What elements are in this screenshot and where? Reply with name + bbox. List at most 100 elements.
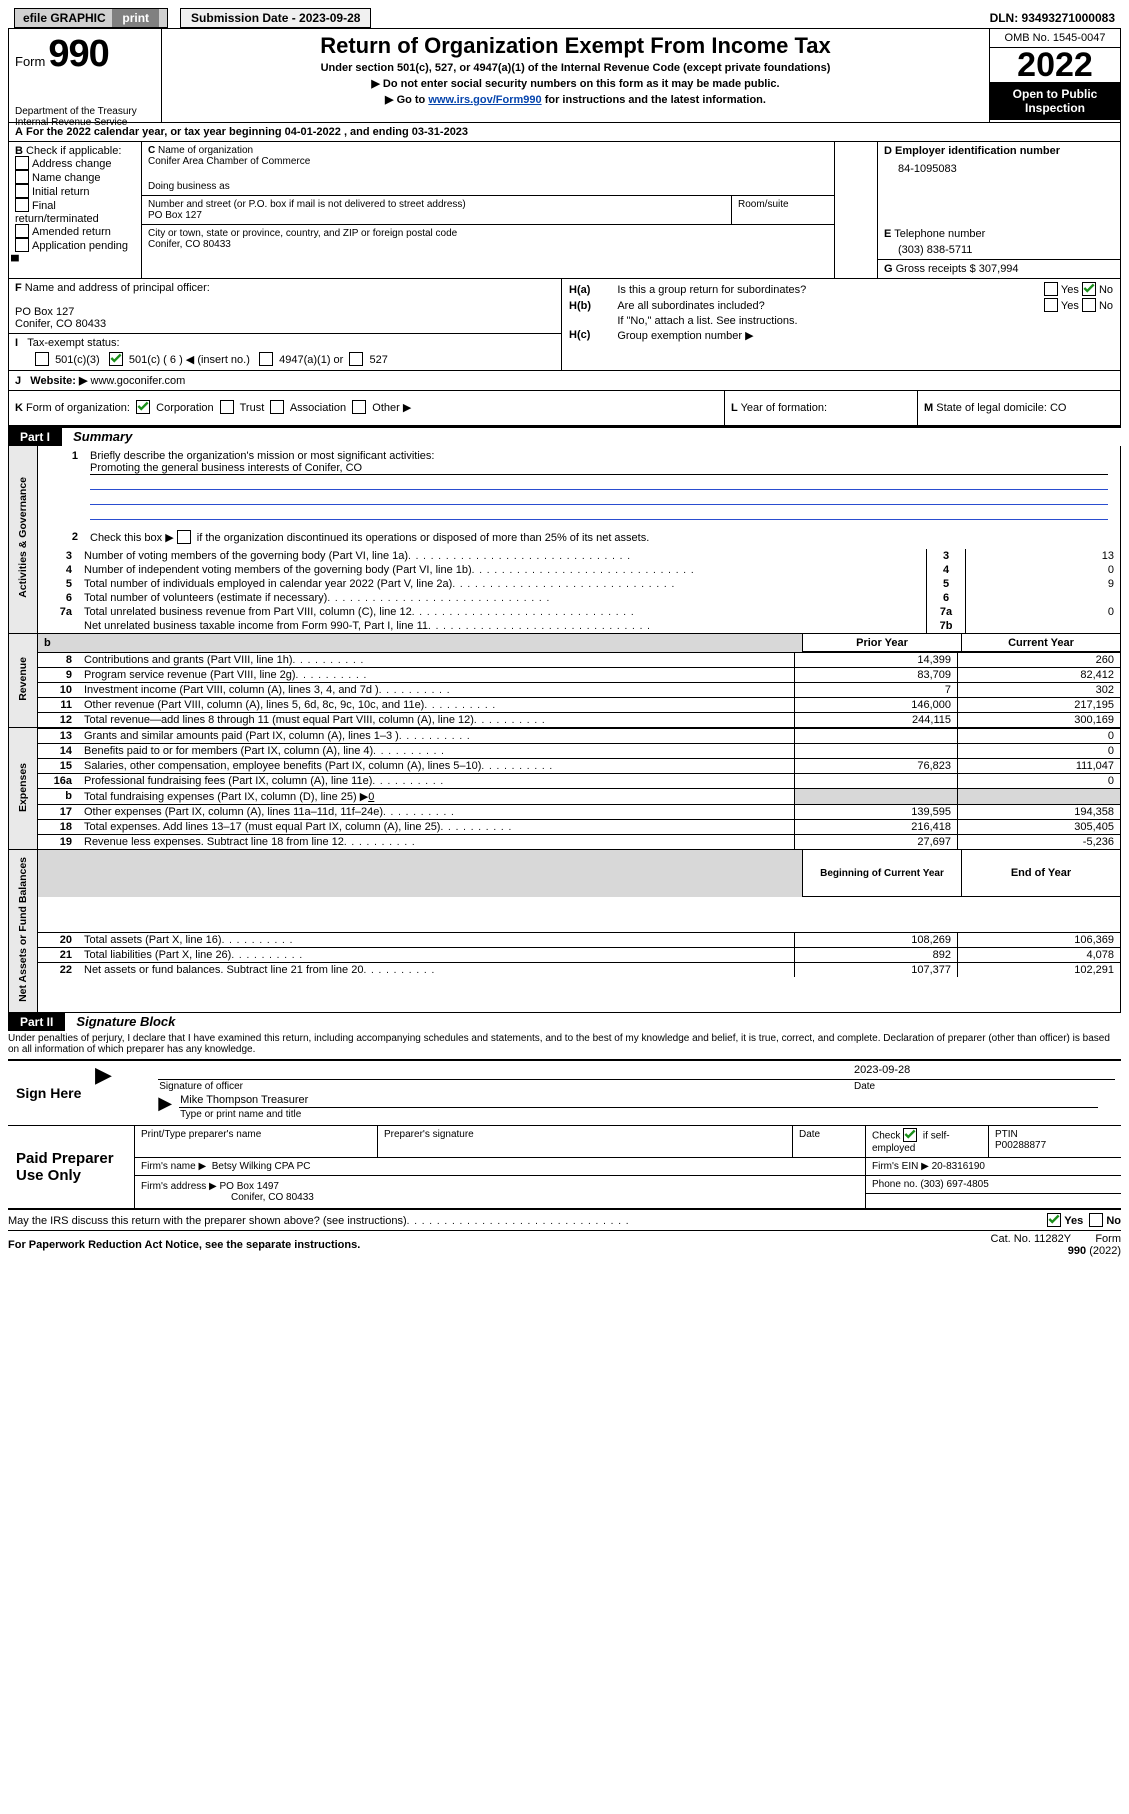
chk-amended-return[interactable] <box>15 224 29 238</box>
tax-year-line: For the 2022 calendar year, or tax year … <box>26 126 468 138</box>
hc-label: Group exemption number ▶ <box>613 328 1114 343</box>
chk-address-change[interactable] <box>15 156 29 170</box>
opt-address-change: Address change <box>32 158 112 170</box>
summary-row: 9Program service revenue (Part VIII, lin… <box>38 668 1120 683</box>
fhij-block: F Name and address of principal officer:… <box>8 279 1121 391</box>
sign-arrow-icon-2: ▶ <box>158 1093 176 1113</box>
l1-label: Briefly describe the organization's miss… <box>90 450 434 462</box>
form-header: Form 990 Department of the Treasury Inte… <box>8 28 1121 123</box>
chk-hb-no[interactable] <box>1082 298 1096 312</box>
i-label: Tax-exempt status: <box>27 337 119 349</box>
summary-row: 16aProfessional fundraising fees (Part I… <box>38 774 1120 789</box>
city-label: City or town, state or province, country… <box>148 228 457 239</box>
firm-phone-label: Phone no. <box>872 1179 918 1190</box>
opt-name-change: Name change <box>32 172 101 184</box>
hb-label: Are all subordinates included? <box>613 298 979 314</box>
subtitle-2: Do not enter social security numbers on … <box>172 77 979 90</box>
chk-ha-yes[interactable] <box>1044 282 1058 296</box>
ein: 84-1095083 <box>884 157 1114 175</box>
hb-note: If "No," attach a list. See instructions… <box>613 314 1114 328</box>
form-number: 990 <box>48 33 108 75</box>
summary-row: 19Revenue less expenses. Subtract line 1… <box>38 835 1120 850</box>
chk-final-return[interactable] <box>15 198 29 212</box>
col-current: Current Year <box>962 633 1121 652</box>
cat-no: Cat. No. 11282Y <box>991 1233 1071 1245</box>
chk-527[interactable] <box>349 352 363 366</box>
chk-other[interactable] <box>352 400 366 414</box>
pp-col2: Preparer's signature <box>378 1126 793 1158</box>
chk-discuss-no[interactable] <box>1089 1213 1103 1227</box>
top-bar: efile GRAPHIC print Submission Date - 20… <box>8 8 1121 28</box>
e-label: Telephone number <box>894 228 985 240</box>
firm-ein: 20-8316190 <box>932 1161 985 1172</box>
summary-row: 3Number of voting members of the governi… <box>38 549 1120 563</box>
summary-row: 5Total number of individuals employed in… <box>38 577 1120 591</box>
chk-4947[interactable] <box>259 352 273 366</box>
chk-self-employed[interactable] <box>903 1128 917 1142</box>
pp-col1: Print/Type preparer's name <box>135 1126 378 1158</box>
chk-501c[interactable] <box>109 352 123 366</box>
chk-trust[interactable] <box>220 400 234 414</box>
paid-preparer-label: Paid Preparer Use Only <box>8 1126 135 1209</box>
col-prior: Prior Year <box>803 633 962 652</box>
l2-b: if the organization discontinued its ope… <box>197 532 650 544</box>
summary-row: 8Contributions and grants (Part VIII, li… <box>38 653 1120 668</box>
room-label: Room/suite <box>732 196 835 224</box>
summary-row: 20Total assets (Part X, line 16)108,2691… <box>38 933 1120 948</box>
chk-ha-no[interactable] <box>1082 282 1096 296</box>
summary-row: 6Total number of volunteers (estimate if… <box>38 591 1120 605</box>
city-state-zip: Conifer, CO 80433 <box>148 239 231 250</box>
summary-row: 13Grants and similar amounts paid (Part … <box>38 729 1120 744</box>
l-label: Year of formation: <box>741 402 827 414</box>
vlabel-exp: Expenses <box>17 757 29 818</box>
firm-phone: (303) 697-4805 <box>920 1179 988 1190</box>
subtitle-3-pre: Go to <box>397 94 429 106</box>
website: www.goconifer.com <box>91 375 186 387</box>
chk-discuss-yes[interactable] <box>1047 1213 1061 1227</box>
col-boy: Beginning of Current Year <box>803 850 962 897</box>
ptin-label: PTIN <box>995 1129 1018 1140</box>
summary-row: Net unrelated business taxable income fr… <box>38 619 1120 633</box>
col-eoy: End of Year <box>962 850 1121 897</box>
paid-preparer-block: Paid Preparer Use Only Print/Type prepar… <box>8 1126 1121 1210</box>
opt-amended-return: Amended return <box>32 226 111 238</box>
summary-row: 11Other revenue (Part VIII, column (A), … <box>38 698 1120 713</box>
submission-date: Submission Date - 2023-09-28 <box>180 8 371 28</box>
summary-row: 21Total liabilities (Part X, line 26)892… <box>38 948 1120 963</box>
klm-block: K Form of organization: Corporation Trus… <box>8 391 1121 426</box>
d-label: Employer identification number <box>895 145 1060 157</box>
chk-initial-return[interactable] <box>15 184 29 198</box>
entity-block: B Check if applicable: Address change Na… <box>8 142 1121 279</box>
summary-row: 14Benefits paid to or for members (Part … <box>38 744 1120 759</box>
chk-association[interactable] <box>270 400 284 414</box>
mission: Promoting the general business interests… <box>90 462 1108 475</box>
chk-corporation[interactable] <box>136 400 150 414</box>
org-name: Conifer Area Chamber of Commerce <box>148 156 310 167</box>
subtitle-1: Under section 501(c), 527, or 4947(a)(1)… <box>172 62 979 74</box>
chk-501c3[interactable] <box>35 352 49 366</box>
officer-name: Mike Thompson Treasurer <box>179 1093 1098 1108</box>
part2-title: Signature Block <box>68 1014 175 1029</box>
subtitle-3-post: for instructions and the latest informat… <box>542 94 766 106</box>
sig-date-label: Date <box>848 1080 1115 1094</box>
sign-here: Sign Here <box>8 1061 94 1126</box>
b-label: Check if applicable: <box>26 145 121 157</box>
street-address: PO Box 127 <box>148 210 202 221</box>
section-a: A For the 2022 calendar year, or tax yea… <box>8 123 1121 142</box>
chk-name-change[interactable] <box>15 170 29 184</box>
dept-treasury: Department of the Treasury <box>15 106 155 117</box>
form990-link[interactable]: www.irs.gov/Form990 <box>428 94 541 106</box>
summary-row: 12Total revenue—add lines 8 through 11 (… <box>38 713 1120 728</box>
footer: May the IRS discuss this return with the… <box>8 1212 1121 1259</box>
summary-row: 10Investment income (Part VIII, column (… <box>38 683 1120 698</box>
ptin-value: P00288877 <box>995 1140 1046 1151</box>
print-button[interactable]: print <box>112 9 159 27</box>
chk-hb-yes[interactable] <box>1044 298 1058 312</box>
j-label: Website: ▶ <box>30 375 87 387</box>
part2-tab: Part II <box>8 1013 65 1031</box>
efile-graphic-button[interactable]: efile GRAPHIC print <box>14 8 168 28</box>
vlabel-na: Net Assets or Fund Balances <box>17 851 29 1008</box>
chk-l2[interactable] <box>177 530 191 544</box>
pp-col3: Date <box>793 1126 866 1158</box>
part1-tab: Part I <box>8 428 62 446</box>
